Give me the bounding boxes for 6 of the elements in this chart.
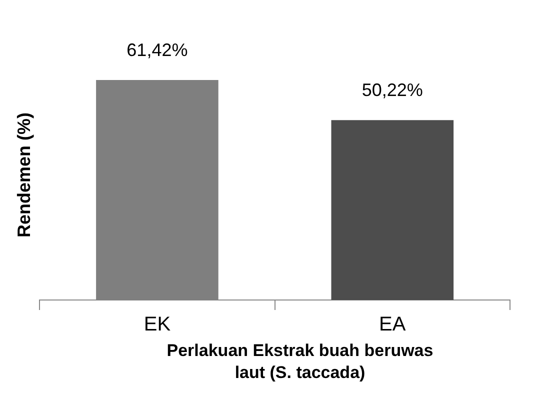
data-label: 61,42% <box>126 40 188 60</box>
x-axis-title: Perlakuan Ekstrak buah beruwas laut (S. taccada) <box>166 340 434 384</box>
data-label: 50,22% <box>362 80 423 100</box>
x-tick-label: EA <box>379 314 406 336</box>
y-axis-title: Rendemen (%) <box>14 112 34 238</box>
x-tick-label: EK <box>144 314 172 336</box>
